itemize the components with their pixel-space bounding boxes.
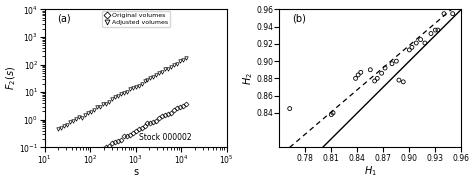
Point	[395, 79, 403, 82]
Point	[400, 80, 407, 83]
Point	[417, 38, 424, 41]
Point	[440, 12, 448, 15]
Y-axis label: $F_2(s)$: $F_2(s)$	[4, 66, 18, 90]
Point	[329, 111, 337, 114]
Point	[381, 67, 389, 70]
Legend: Original volumes, Adjusted volumes: Original volumes, Adjusted volumes	[102, 11, 170, 27]
Point	[449, 12, 456, 15]
Text: (b): (b)	[292, 13, 306, 23]
X-axis label: s: s	[133, 167, 138, 177]
Text: (a): (a)	[57, 13, 71, 23]
Point	[412, 41, 420, 44]
Text: Stock 000002: Stock 000002	[139, 133, 192, 142]
Point	[328, 113, 335, 116]
Point	[366, 68, 374, 71]
Point	[374, 77, 381, 80]
Point	[371, 80, 378, 82]
Point	[427, 32, 435, 35]
Point	[378, 72, 385, 75]
X-axis label: $H_1$: $H_1$	[364, 164, 377, 178]
Point	[286, 107, 293, 110]
Point	[357, 71, 365, 74]
Y-axis label: $H_2$: $H_2$	[241, 72, 255, 85]
Point	[406, 48, 413, 51]
Point	[392, 60, 400, 63]
Point	[421, 41, 428, 44]
Point	[434, 29, 442, 31]
Point	[408, 46, 416, 49]
Point	[352, 77, 359, 80]
Point	[388, 62, 396, 65]
Point	[355, 74, 362, 76]
Point	[431, 29, 439, 31]
